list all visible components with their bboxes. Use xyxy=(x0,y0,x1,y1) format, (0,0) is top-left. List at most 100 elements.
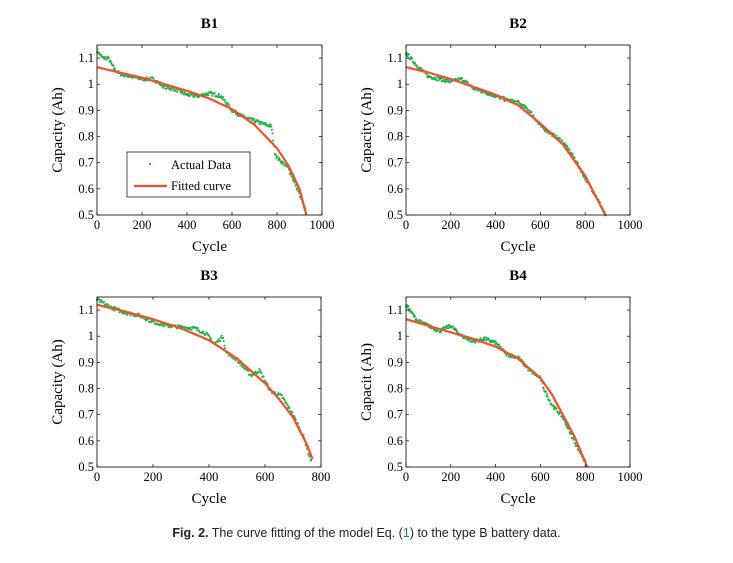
actual-data-point xyxy=(217,340,219,343)
actual-data-point xyxy=(147,318,149,320)
actual-data-point xyxy=(545,390,547,393)
actual-data-point xyxy=(553,408,556,411)
actual-data-point xyxy=(531,372,534,375)
actual-data-point xyxy=(210,91,213,94)
actual-data-point xyxy=(288,169,291,172)
actual-data-point xyxy=(484,336,486,339)
actual-data-point xyxy=(517,355,520,358)
actual-data-point xyxy=(210,338,212,341)
actual-data-point xyxy=(456,331,459,333)
actual-data-point xyxy=(528,111,531,114)
actual-data-point xyxy=(434,76,437,79)
chart-title: B3 xyxy=(200,268,218,284)
equation-link[interactable]: 1 xyxy=(402,526,410,540)
actual-data-point xyxy=(204,94,206,97)
y-tick-label: 0.8 xyxy=(78,382,94,396)
actual-data-point xyxy=(227,354,230,357)
actual-data-point xyxy=(290,173,292,175)
actual-data-point xyxy=(571,153,574,156)
actual-data-point xyxy=(196,327,199,330)
actual-data-point xyxy=(97,52,100,55)
actual-data-point xyxy=(144,318,147,321)
actual-data-point xyxy=(98,51,101,54)
actual-data-point xyxy=(286,404,289,407)
actual-data-point xyxy=(470,341,473,343)
actual-data-point xyxy=(434,329,437,332)
y-tick-label: 0.7 xyxy=(78,156,94,170)
actual-data-point xyxy=(138,312,140,315)
actual-data-point xyxy=(430,327,433,330)
actual-data-point xyxy=(406,304,409,307)
actual-data-point xyxy=(445,80,448,83)
actual-data-series xyxy=(405,51,607,217)
actual-data-point xyxy=(418,66,421,69)
actual-data-point xyxy=(96,297,99,300)
actual-data-point xyxy=(285,401,287,404)
actual-data-point xyxy=(231,356,233,359)
actual-data-point xyxy=(405,305,408,308)
actual-data-point xyxy=(443,326,446,329)
actual-data-point xyxy=(269,123,272,126)
actual-data-point xyxy=(561,416,564,419)
actual-data-point xyxy=(273,391,276,394)
actual-data-point xyxy=(461,76,463,79)
actual-data-point xyxy=(475,340,477,342)
actual-data-point xyxy=(573,438,575,441)
actual-data-point xyxy=(411,312,414,315)
x-tick-label: 800 xyxy=(268,218,287,232)
actual-data-point xyxy=(551,135,554,137)
actual-data-point xyxy=(546,393,549,396)
actual-data-point xyxy=(100,299,103,302)
actual-data-point xyxy=(556,410,559,413)
actual-data-point xyxy=(209,91,212,94)
actual-data-point xyxy=(277,392,280,395)
actual-data-point xyxy=(238,361,241,364)
actual-data-point xyxy=(186,94,189,97)
actual-data-point xyxy=(267,125,270,128)
actual-data-series xyxy=(96,297,313,462)
actual-data-point xyxy=(277,159,280,161)
actual-data-point xyxy=(278,158,281,161)
actual-data-point xyxy=(483,338,486,341)
actual-data-point xyxy=(570,433,573,436)
actual-data-point xyxy=(271,128,273,131)
actual-data-point xyxy=(161,85,164,88)
actual-data-point xyxy=(492,340,495,342)
actual-data-point xyxy=(474,341,477,344)
chart-title: B2 xyxy=(509,16,527,32)
x-tick-label: 800 xyxy=(312,470,331,484)
actual-data-point xyxy=(469,340,472,343)
actual-data-point xyxy=(295,188,298,191)
actual-data-point xyxy=(479,337,482,339)
actual-data-point xyxy=(268,388,271,391)
actual-data-point xyxy=(223,99,226,101)
chart-title: B4 xyxy=(509,268,527,284)
actual-data-point xyxy=(297,189,300,192)
actual-data-point xyxy=(449,81,452,84)
actual-data-point xyxy=(528,109,531,112)
actual-data-point xyxy=(101,300,103,303)
actual-data-point xyxy=(417,319,420,322)
actual-data-point xyxy=(274,154,277,157)
actual-data-point xyxy=(459,78,462,81)
actual-data-point xyxy=(518,356,521,359)
actual-data-point xyxy=(265,123,268,126)
y-tick-label: 1.1 xyxy=(387,303,403,317)
actual-data-point xyxy=(574,442,577,445)
actual-data-point xyxy=(250,117,253,119)
actual-data-point xyxy=(447,324,449,327)
actual-data-point xyxy=(549,399,551,402)
x-tick-label: 400 xyxy=(178,218,197,232)
actual-data-point xyxy=(508,98,511,101)
actual-data-point xyxy=(105,56,107,59)
actual-data-point xyxy=(410,311,412,314)
actual-data-point xyxy=(406,306,409,309)
actual-data-point xyxy=(106,57,109,60)
actual-data-point xyxy=(208,334,210,337)
actual-data-point xyxy=(169,88,172,91)
plot-frame xyxy=(96,44,323,216)
plot-frame xyxy=(96,296,322,468)
actual-data-point xyxy=(571,436,574,439)
actual-data-point xyxy=(491,340,494,342)
actual-data-point xyxy=(498,343,500,346)
